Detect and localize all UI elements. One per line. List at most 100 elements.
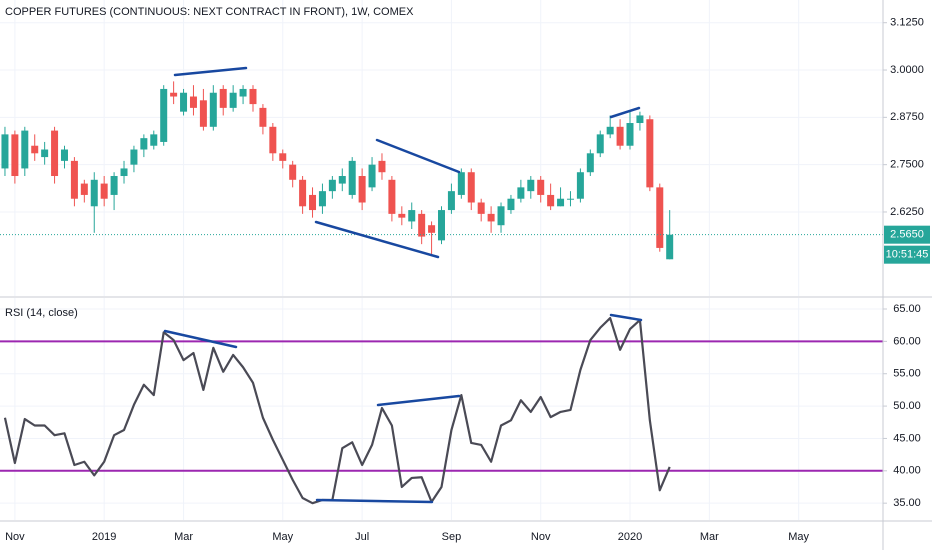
- trend-line: [163, 329, 238, 349]
- x-tick-label: Mar: [174, 531, 193, 543]
- candle-body: [189, 96, 197, 108]
- candle-body: [199, 100, 207, 127]
- y-tick-label: 55.00: [893, 368, 921, 380]
- y-tick-label: 65.00: [893, 303, 921, 315]
- candle-body: [626, 123, 634, 146]
- candle-body: [269, 126, 277, 154]
- candle-body: [646, 119, 654, 188]
- candle-body: [299, 179, 307, 207]
- x-tick-label: Mar: [700, 531, 719, 543]
- last-price-box: [884, 225, 930, 244]
- candle-body: [477, 202, 485, 214]
- candle-body: [110, 176, 118, 195]
- x-tick-label: Jul: [355, 531, 369, 543]
- candle-body: [606, 126, 614, 135]
- candle-body: [1, 134, 9, 169]
- candle-body: [467, 172, 475, 203]
- candle-body: [160, 88, 168, 142]
- rsi-line: [3, 316, 671, 505]
- mark-layer: [0, 81, 883, 505]
- candle-body: [239, 88, 247, 97]
- candle-body: [378, 160, 386, 173]
- candle-body: [537, 179, 545, 195]
- trend-line: [376, 394, 461, 407]
- candle-body: [636, 115, 644, 124]
- candle-body: [170, 92, 178, 97]
- candle-body: [70, 160, 78, 199]
- candle-body: [447, 191, 455, 211]
- candle-body: [229, 92, 237, 108]
- candle-body: [586, 153, 594, 173]
- y-tick-label: 3.1250: [890, 17, 924, 29]
- candle-body: [596, 134, 604, 154]
- candle-body: [576, 172, 584, 199]
- candle-body: [438, 210, 445, 241]
- last-price-label: 2.5650: [890, 229, 924, 241]
- candle-body: [249, 88, 257, 105]
- y-tick-label: 35.00: [893, 497, 921, 509]
- countdown-box: [884, 245, 930, 264]
- candle-body: [557, 198, 565, 207]
- candle-body: [130, 149, 138, 165]
- x-tick-label: Sep: [442, 531, 462, 543]
- candle-body: [90, 179, 98, 207]
- candle-body: [259, 107, 267, 127]
- grid-layer: [0, 0, 883, 520]
- y-tick-label: 2.8750: [890, 111, 924, 123]
- candle-body: [338, 176, 346, 184]
- candle-body: [616, 126, 624, 146]
- trend-line: [173, 66, 248, 77]
- candle-body: [566, 198, 574, 200]
- candle-body: [279, 153, 287, 161]
- candle-body: [497, 206, 505, 226]
- y-tick-label: 2.6250: [890, 206, 924, 218]
- candle-body: [398, 213, 406, 218]
- candle-body: [289, 164, 297, 180]
- candle-body: [11, 134, 19, 177]
- y-tick-label: 50.00: [893, 400, 921, 412]
- candle-body: [428, 225, 436, 233]
- candle-body: [358, 176, 366, 203]
- y-tick-label: 60.00: [893, 335, 921, 347]
- x-tick-label: 2020: [618, 531, 642, 543]
- candle-body: [150, 134, 158, 146]
- candle-body: [21, 130, 29, 169]
- chart-title: COPPER FUTURES (CONTINUOUS: NEXT CONTRAC…: [5, 6, 414, 18]
- candle-body: [388, 179, 396, 214]
- x-tick-label: May: [272, 531, 293, 543]
- candle-body: [219, 88, 227, 108]
- y-tick-label: 45.00: [893, 432, 921, 444]
- candle-body: [457, 172, 465, 195]
- trend-line: [609, 313, 643, 322]
- x-tick-label: Nov: [5, 531, 25, 543]
- candle-body: [666, 234, 674, 260]
- trend-line: [375, 138, 461, 174]
- y-tick-label: 40.00: [893, 465, 921, 477]
- candle-body: [140, 138, 148, 150]
- candle-body: [80, 183, 88, 195]
- candle-body: [527, 179, 535, 192]
- candle-body: [656, 187, 664, 248]
- candle-body: [100, 183, 108, 199]
- candle-body: [120, 168, 128, 177]
- trend-line: [314, 220, 440, 259]
- y-tick-label: 2.7500: [890, 159, 924, 171]
- candle-body: [507, 198, 515, 211]
- indicator-title: RSI (14, close): [5, 307, 78, 319]
- x-tick-label: 2019: [92, 531, 116, 543]
- candle-body: [209, 92, 217, 127]
- candle-body: [328, 179, 336, 192]
- countdown-label: 10:51:45: [886, 249, 929, 261]
- candle-body: [180, 92, 188, 112]
- candle-body: [309, 194, 317, 211]
- candle-body: [60, 149, 68, 161]
- candle-body: [348, 160, 356, 195]
- candle-body: [318, 191, 326, 207]
- candle-body: [418, 213, 426, 237]
- candle-body: [517, 187, 525, 199]
- candle-body: [368, 164, 376, 188]
- candle-body: [31, 145, 39, 154]
- candle-body: [487, 213, 495, 222]
- candle-body: [408, 210, 416, 222]
